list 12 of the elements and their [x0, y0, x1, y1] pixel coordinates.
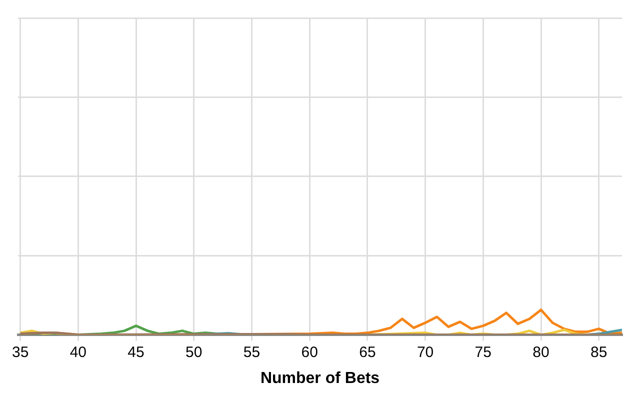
x-tick-label: 35 — [12, 344, 29, 361]
x-tick-label: 50 — [186, 344, 202, 361]
x-tick-label: 60 — [301, 344, 318, 361]
x-tick-label: 80 — [532, 344, 550, 361]
x-axis-title: Number of Bets — [260, 370, 380, 387]
x-tick-label: 40 — [70, 344, 87, 361]
x-tick-label: 65 — [359, 344, 376, 361]
x-tick-label: 75 — [474, 344, 492, 361]
x-tick-label: 85 — [590, 344, 608, 361]
x-tick-label: 55 — [243, 344, 260, 361]
x-tick-label: 70 — [416, 344, 434, 361]
x-tick-label: 45 — [128, 344, 144, 361]
